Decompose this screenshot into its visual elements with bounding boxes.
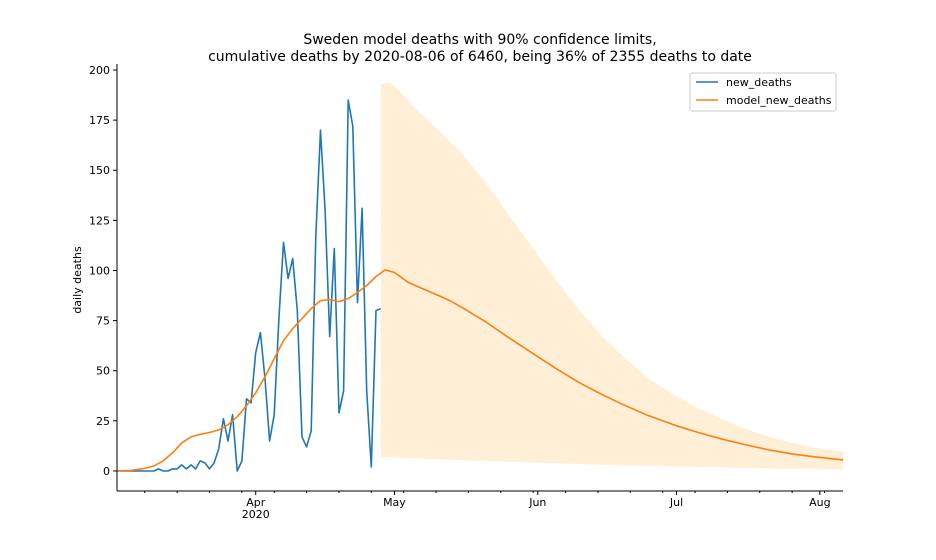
x-tick-label: Jun bbox=[528, 496, 546, 509]
y-tick-label: 0 bbox=[103, 465, 110, 478]
y-tick-label: 200 bbox=[89, 64, 110, 77]
x-tick-label: Aug bbox=[809, 496, 830, 509]
y-tick-label: 75 bbox=[96, 315, 110, 328]
legend: new_deaths model_new_deaths bbox=[689, 72, 837, 112]
y-axis-label: daily deaths bbox=[71, 246, 84, 314]
plot-area bbox=[116, 82, 844, 472]
y-tick-label: 150 bbox=[89, 164, 110, 177]
series-line-new-deaths bbox=[117, 99, 381, 472]
chart-title: Sweden model deaths with 90% confidence … bbox=[303, 32, 656, 48]
chart-subtitle: cumulative deaths by 2020-08-06 of 6460,… bbox=[208, 49, 752, 65]
y-tick-label: 175 bbox=[89, 114, 110, 127]
legend-frame bbox=[689, 72, 837, 112]
series-line-model-new-deaths bbox=[116, 269, 844, 472]
x-tick-label: May bbox=[383, 496, 406, 509]
y-tick-label: 50 bbox=[96, 365, 110, 378]
y-tick-label: 100 bbox=[89, 264, 110, 277]
confidence-band bbox=[380, 82, 843, 470]
legend-label-new-deaths: new_deaths bbox=[726, 76, 792, 89]
x-tick-label: Jul bbox=[669, 496, 683, 509]
y-tick-label: 125 bbox=[89, 214, 110, 227]
y-tick-label: 25 bbox=[96, 415, 110, 428]
legend-label-model-new-deaths: model_new_deaths bbox=[726, 94, 832, 107]
x-tick-label: Apr bbox=[246, 496, 266, 509]
x-tick-year-label: 2020 bbox=[242, 508, 270, 521]
